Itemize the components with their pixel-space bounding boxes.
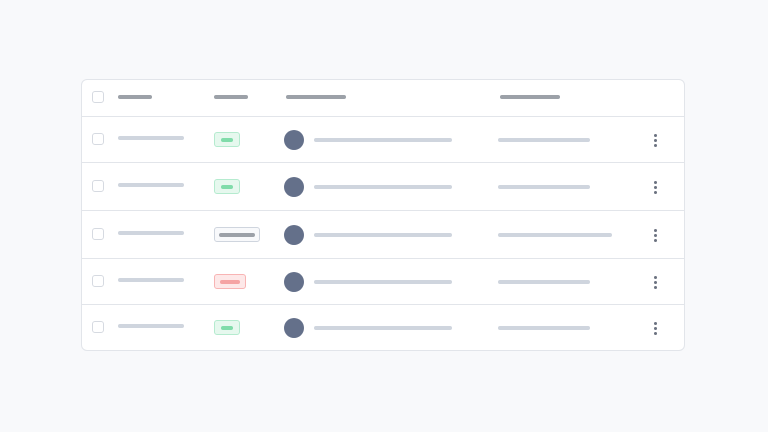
table-row[interactable]	[82, 210, 684, 258]
status-badge-success	[214, 132, 240, 147]
detail-placeholder	[498, 233, 612, 237]
name-placeholder	[118, 183, 184, 187]
detail-placeholder	[498, 280, 590, 284]
name-placeholder	[118, 278, 184, 282]
name-placeholder	[118, 324, 184, 328]
status-badge-danger	[214, 274, 246, 289]
avatar	[284, 225, 304, 245]
user-placeholder	[314, 326, 452, 330]
detail-placeholder	[498, 138, 590, 142]
row-checkbox[interactable]	[92, 228, 104, 240]
more-vertical-icon[interactable]	[654, 229, 658, 242]
data-table	[81, 79, 685, 351]
more-vertical-icon[interactable]	[654, 134, 658, 147]
row-checkbox[interactable]	[92, 180, 104, 192]
header-placeholder-name[interactable]	[118, 95, 152, 99]
header-placeholder-status[interactable]	[214, 95, 248, 99]
more-vertical-icon[interactable]	[654, 276, 658, 289]
table-row[interactable]	[82, 162, 684, 210]
user-placeholder	[314, 138, 452, 142]
status-badge-success	[214, 320, 240, 335]
user-placeholder	[314, 185, 452, 189]
detail-placeholder	[498, 326, 590, 330]
table-row[interactable]	[82, 116, 684, 162]
name-placeholder	[118, 136, 184, 140]
status-badge-neutral	[214, 227, 260, 242]
row-checkbox[interactable]	[92, 133, 104, 145]
table-row[interactable]	[82, 304, 684, 350]
row-checkbox[interactable]	[92, 321, 104, 333]
avatar	[284, 177, 304, 197]
more-vertical-icon[interactable]	[654, 181, 658, 194]
avatar	[284, 318, 304, 338]
row-checkbox[interactable]	[92, 275, 104, 287]
name-placeholder	[118, 231, 184, 235]
select-all-checkbox[interactable]	[92, 91, 104, 103]
header-placeholder-user[interactable]	[286, 95, 346, 99]
avatar	[284, 130, 304, 150]
user-placeholder	[314, 280, 452, 284]
more-vertical-icon[interactable]	[654, 322, 658, 335]
status-badge-success	[214, 179, 240, 194]
detail-placeholder	[498, 185, 590, 189]
table-row[interactable]	[82, 258, 684, 304]
header-placeholder-detail[interactable]	[500, 95, 560, 99]
table-header	[82, 80, 684, 116]
avatar	[284, 272, 304, 292]
user-placeholder	[314, 233, 452, 237]
